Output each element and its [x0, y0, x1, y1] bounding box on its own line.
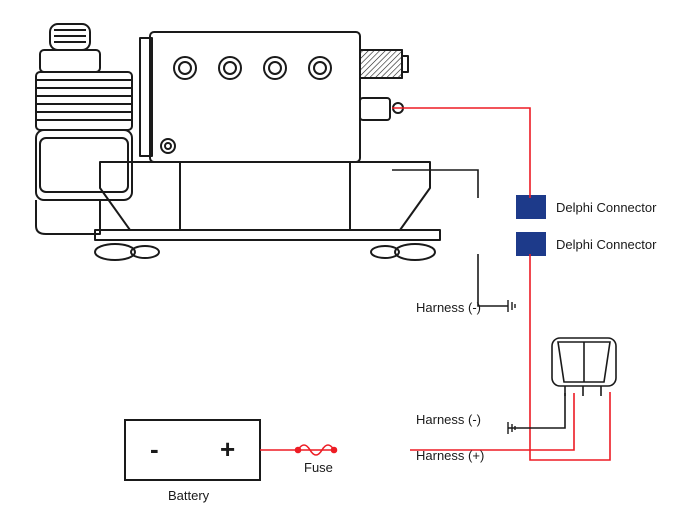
- fuse-label: Fuse: [304, 460, 333, 475]
- battery-minus-label: -: [150, 434, 159, 464]
- harness-neg-label: Harness (-): [416, 412, 481, 427]
- harness-neg-label: Harness (-): [416, 300, 481, 315]
- battery-label: Battery: [168, 488, 210, 503]
- harness-pos-label: Harness (+): [416, 448, 484, 463]
- motor-icon: [36, 24, 132, 234]
- rocker-switch-icon: [552, 338, 616, 396]
- delphi-connector-label: Delphi Connector: [556, 200, 657, 215]
- ground-icon: [508, 300, 515, 312]
- air-fitting-icon: [360, 50, 408, 78]
- delphi-connector: [516, 195, 546, 219]
- battery-plus-label: +: [220, 434, 235, 464]
- battery-icon: [125, 420, 260, 480]
- positive-wire: [260, 108, 610, 460]
- tank-port-icon: [174, 57, 331, 79]
- compressor: [36, 24, 440, 260]
- outlet-port-icon: [360, 98, 403, 120]
- delphi-connector-label: Delphi Connector: [556, 237, 657, 252]
- delphi-connector: [516, 232, 546, 256]
- wiring-diagram: Delphi Connector Delphi Connector Harnes…: [0, 0, 688, 516]
